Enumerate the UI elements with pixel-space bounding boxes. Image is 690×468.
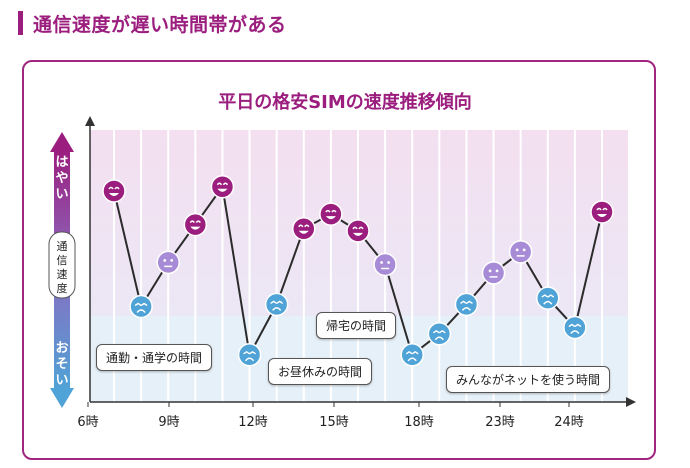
data-point-fast-face	[292, 217, 316, 241]
speed-arrow-head-down	[50, 388, 74, 408]
data-point-slow-face	[563, 315, 587, 340]
data-point-slow-face	[427, 322, 452, 346]
y-top-label: や	[55, 171, 68, 186]
y-top-label: い	[55, 187, 68, 202]
x-axis-arrowhead	[626, 397, 636, 407]
chart-title: 平日の格安SIMの速度推移傾向	[218, 92, 472, 113]
y-bottom-label: お	[55, 341, 68, 356]
y-top-label: は	[55, 155, 68, 170]
y-bottom-label: い	[55, 373, 68, 388]
data-point-slow-face	[400, 343, 424, 367]
x-tick-label: 15時	[319, 415, 349, 430]
y-axis-label: 信	[57, 254, 68, 267]
data-point-fast-face	[319, 202, 343, 226]
y-axis-label: 通	[57, 240, 68, 253]
y-axis-label: 度	[57, 281, 68, 295]
y-axis-label: 速	[57, 268, 68, 281]
y-bottom-label: そ	[55, 357, 68, 372]
x-tick-label: 24時	[554, 415, 584, 430]
callout-return-home: 帰宅の時間	[316, 312, 397, 339]
callout-peak-usage: みんながネットを使う時間	[446, 366, 611, 393]
data-point-fast-face	[210, 175, 235, 199]
x-tick-label: 6時	[77, 415, 98, 430]
data-point-fast-face	[102, 179, 126, 203]
speed-arrow-head-up	[50, 132, 74, 152]
data-point-slow-face	[237, 343, 262, 367]
y-axis-arrowhead	[85, 116, 95, 126]
section-header: 通信速度が遅い時間帯がある	[18, 10, 287, 36]
y-label-capsule	[48, 231, 76, 299]
x-tick-label: 9時	[158, 415, 179, 430]
section-title: 通信速度が遅い時間帯がある	[33, 13, 287, 36]
x-tick-label: 23時	[485, 415, 515, 430]
data-point-mid-face	[156, 250, 180, 275]
data-point-mid-face	[373, 252, 397, 277]
data-point-slow-face	[536, 286, 560, 310]
data-point-mid-face	[481, 261, 506, 285]
x-tick-label: 18時	[404, 415, 434, 430]
callout-commute: 通勤・通学の時間	[96, 344, 213, 371]
x-tick-label: 12時	[238, 415, 268, 430]
data-point-mid-face	[508, 240, 533, 264]
data-point-fast-face	[346, 219, 370, 243]
callout-lunch: お昼休みの時間	[268, 358, 373, 385]
data-point-slow-face	[264, 292, 289, 317]
data-point-fast-face	[183, 212, 208, 237]
section-accent-bar	[18, 11, 23, 35]
data-point-slow-face	[129, 294, 153, 319]
data-point-slow-face	[454, 292, 479, 317]
data-point-fast-face	[590, 200, 614, 224]
